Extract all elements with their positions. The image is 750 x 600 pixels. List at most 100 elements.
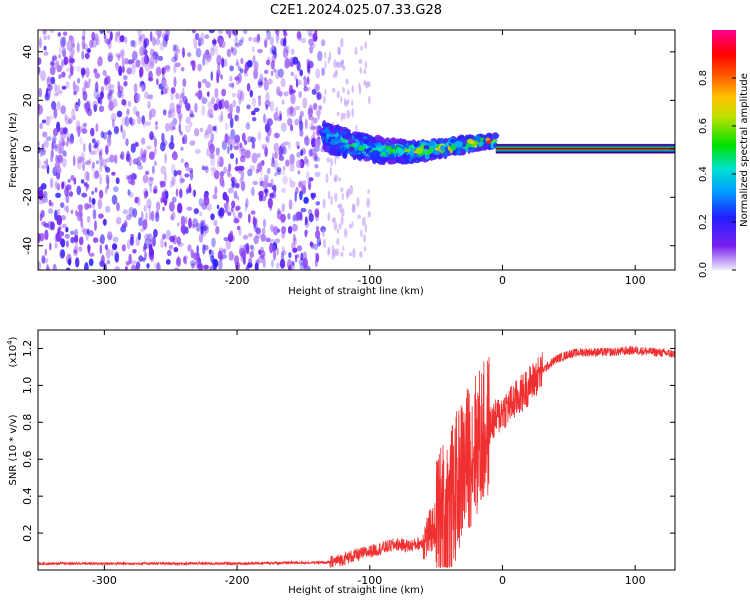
heatmap-cell (208, 30, 215, 34)
heatmap-cell (240, 36, 245, 43)
heatmap-cell (243, 250, 247, 259)
heatmap-cell (127, 100, 132, 108)
heatmap-cell (263, 174, 269, 181)
heatmap-cell (250, 136, 254, 143)
heatmap-cell (255, 169, 259, 174)
heatmap-cell (200, 32, 205, 42)
heatmap-cell (171, 176, 176, 186)
heatmap-cell (363, 68, 367, 75)
heatmap-cell (298, 115, 303, 125)
heatmap-cell (194, 92, 200, 97)
heatmap-cell (91, 37, 98, 48)
heatmap-cell (355, 125, 358, 131)
heatmap-cell (117, 31, 121, 37)
heatmap-cell (352, 248, 356, 258)
heatmap-cell (189, 113, 195, 118)
heatmap-cell (102, 219, 107, 226)
heatmap-cell (122, 209, 129, 215)
heatmap-cell (202, 53, 209, 58)
heatmap-cell (314, 208, 320, 218)
heatmap-cell (314, 171, 321, 178)
heatmap-cell (340, 130, 348, 135)
heatmap-cell (263, 80, 269, 91)
heatmap-cell (212, 194, 218, 200)
heatmap-cell (334, 156, 337, 165)
heatmap-cell (374, 153, 381, 160)
heatmap-cell (65, 81, 70, 89)
heatmap-cell (109, 31, 113, 41)
heatmap-cell (209, 265, 213, 270)
heatmap-cell (276, 247, 279, 256)
heatmap-cell (93, 149, 98, 156)
heatmap-cell (278, 90, 283, 97)
heatmap-cell (61, 157, 67, 168)
heatmap-cell (227, 187, 234, 194)
heatmap-cell (217, 250, 223, 260)
heatmap-cell (143, 243, 147, 251)
heatmap-cell (257, 49, 263, 54)
heatmap-cell (234, 42, 240, 48)
heatmap-cell (202, 219, 206, 231)
heatmap-cell (112, 118, 115, 128)
heatmap-cell (109, 84, 115, 89)
heatmap-cell (66, 136, 70, 142)
heatmap-cell (328, 150, 337, 156)
heatmap-cell (191, 30, 196, 34)
heatmap-cell (68, 74, 71, 79)
heatmap-cell (160, 180, 166, 188)
heatmap-cell (255, 227, 261, 234)
heatmap-cell (197, 263, 203, 270)
heatmap-cell (342, 87, 345, 93)
heatmap-cell (271, 259, 274, 268)
heatmap-cell (138, 255, 144, 262)
heatmap-cell (214, 124, 218, 134)
heatmap-cell (229, 153, 235, 159)
heatmap-cell (124, 57, 129, 65)
heatmap-cell (265, 104, 269, 111)
heatmap-cell (73, 84, 80, 93)
heatmap-cell (159, 41, 165, 51)
heatmap-cell (246, 104, 251, 110)
heatmap-cell (43, 51, 49, 56)
heatmap-cell (214, 87, 219, 99)
heatmap-cell (93, 104, 98, 113)
heatmap-cell (71, 108, 76, 119)
x-tick-label: -200 (225, 574, 250, 587)
heatmap-cell (105, 205, 111, 213)
heatmap-cell (73, 249, 78, 254)
heatmap-cell (324, 88, 327, 96)
heatmap-cell (198, 37, 204, 46)
heatmap-cell (326, 132, 330, 140)
heatmap-cell (57, 154, 63, 164)
heatmap-cell (204, 165, 209, 174)
heatmap-cell (276, 167, 282, 173)
heatmap-cell (65, 226, 69, 233)
heatmap-cell (182, 96, 188, 105)
heatmap-cell (83, 182, 87, 187)
heatmap-cell (228, 250, 234, 261)
heatmap-cell (280, 187, 287, 193)
heatmap-cell (142, 174, 149, 184)
heatmap-cell (162, 206, 165, 212)
heatmap-cell (328, 133, 336, 138)
heatmap-cell (361, 216, 366, 227)
heatmap-cell (180, 178, 185, 183)
heatmap-cell (175, 188, 179, 197)
heatmap-cell (49, 242, 52, 251)
heatmap-cell (106, 130, 113, 136)
heatmap-cell (98, 105, 105, 113)
heatmap-cell (94, 33, 98, 41)
heatmap-cell (67, 178, 71, 183)
heatmap-cell (51, 56, 55, 66)
heatmap-cell (272, 184, 277, 194)
heatmap-cell (164, 30, 169, 36)
heatmap-cell (243, 68, 248, 74)
heatmap-cell (253, 107, 260, 113)
heatmap-cell (78, 208, 83, 218)
heatmap-cell (334, 174, 338, 182)
heatmap-cell (351, 85, 355, 94)
heatmap-cell (413, 141, 421, 147)
heatmap-cell (94, 141, 98, 149)
heatmap-cell (348, 146, 354, 152)
heatmap-cell (337, 151, 342, 157)
